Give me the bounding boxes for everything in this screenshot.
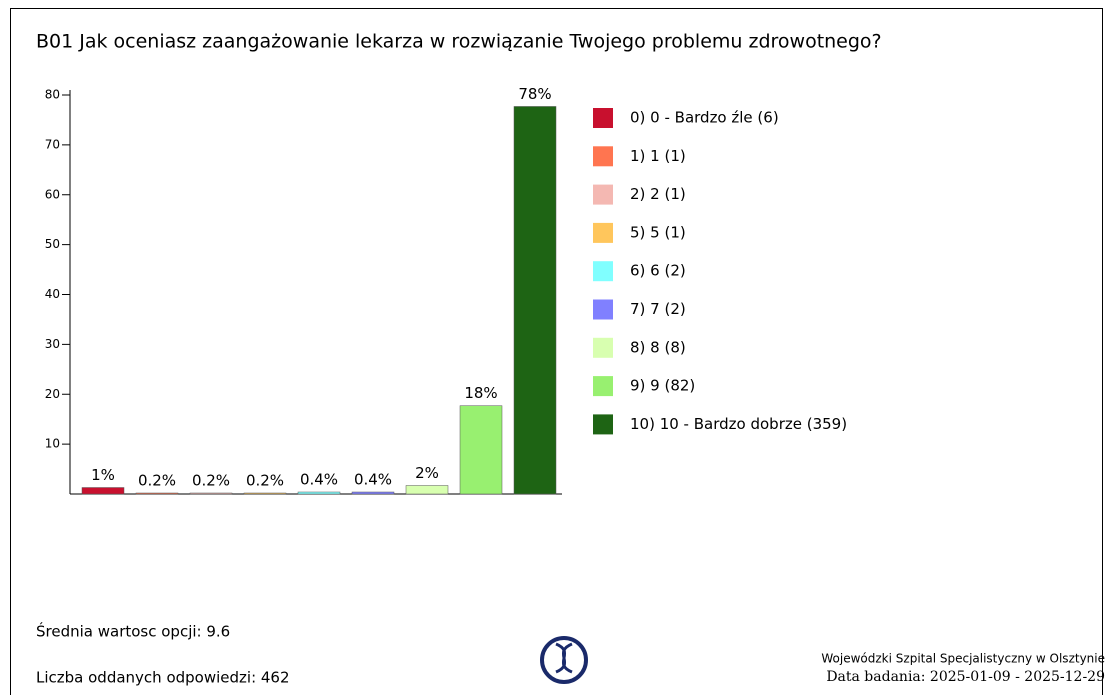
count-text: Liczba oddanych odpowiedzi: 462 <box>36 669 290 687</box>
legend-label: 8) 8 (8) <box>630 338 686 356</box>
value-label: 0.4% <box>354 471 392 489</box>
legend-label: 9) 9 (82) <box>630 377 695 395</box>
chart-title: B01 Jak oceniasz zaangażowanie lekarza w… <box>36 31 882 53</box>
legend-label: 5) 5 (1) <box>630 223 686 241</box>
y-tick-label: 70 <box>45 137 60 151</box>
legend-swatch <box>593 222 613 243</box>
value-label: 0.4% <box>300 471 338 489</box>
legend-swatch <box>593 108 613 128</box>
value-label: 1% <box>91 466 115 484</box>
legend-label: 0) 0 - Bardzo źle (6) <box>630 109 779 127</box>
legend-label: 6) 6 (2) <box>630 262 686 280</box>
frame <box>10 8 1103 695</box>
hospital-name: Wojewódzki Szpital Specjalistyczny w Ols… <box>821 652 1105 666</box>
legend-swatch <box>593 146 613 167</box>
legend-swatch <box>593 376 613 397</box>
mean-text: Średnia wartosc opcji: 9.6 <box>36 622 230 641</box>
legend-swatch <box>593 261 613 282</box>
value-label: 0.2% <box>138 472 176 490</box>
bar <box>243 492 287 495</box>
logo <box>540 636 588 684</box>
legend-label: 2) 2 (1) <box>630 185 686 203</box>
y-tick-label: 80 <box>45 88 60 102</box>
legend-swatch <box>593 184 613 205</box>
value-label: 78% <box>518 85 551 103</box>
value-label: 0.2% <box>246 472 284 490</box>
bar <box>81 487 125 495</box>
bar <box>513 106 557 495</box>
bar <box>189 492 233 495</box>
bar <box>459 405 503 495</box>
value-label: 18% <box>464 384 497 402</box>
y-tick-label: 30 <box>45 337 60 351</box>
legend-label: 10) 10 - Bardzo dobrze (359) <box>630 415 847 433</box>
y-tick-label: 10 <box>45 437 60 451</box>
legend-swatch <box>593 414 613 435</box>
legend-label: 1) 1 (1) <box>630 147 686 165</box>
legend-swatch <box>593 299 613 320</box>
bar <box>135 492 179 495</box>
value-label: 2% <box>415 464 439 482</box>
bar <box>351 491 395 495</box>
y-tick-label: 60 <box>45 187 60 201</box>
bar <box>297 491 341 495</box>
bar <box>405 485 449 495</box>
y-tick-label: 40 <box>45 287 60 301</box>
y-tick-label: 50 <box>45 237 60 251</box>
legend-swatch <box>593 337 613 358</box>
value-label: 0.2% <box>192 472 230 490</box>
survey-date: Data badania: 2025-01-09 - 2025-12-29 <box>826 669 1105 685</box>
legend-label: 7) 7 (2) <box>630 300 686 318</box>
y-tick-label: 20 <box>45 387 60 401</box>
